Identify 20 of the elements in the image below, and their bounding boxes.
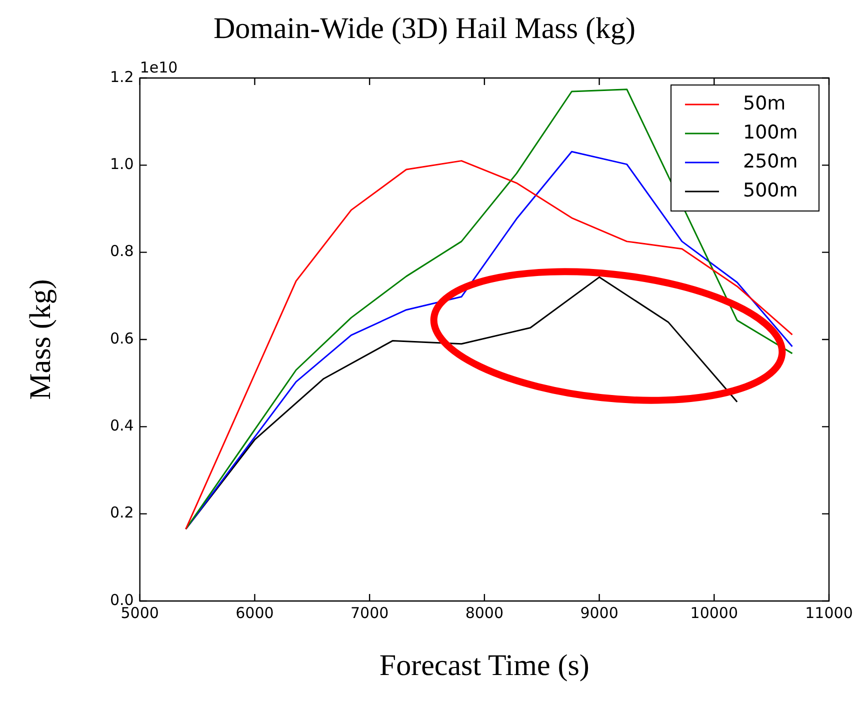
y-tick-label: 0.8	[110, 242, 134, 260]
y-tick-label: 1.2	[110, 68, 134, 86]
x-tick-label: 7000	[350, 604, 389, 622]
legend-label: 250m	[743, 150, 798, 172]
text: 1e10	[140, 58, 178, 76]
x-tick-label: 6000	[236, 604, 274, 622]
legend-label: 100m	[743, 121, 798, 144]
legend-label: 500m	[743, 179, 798, 202]
legend-label: 50m	[743, 92, 786, 114]
chart-title: Domain-Wide (3D) Hail Mass (kg)	[213, 12, 636, 45]
x-axis-title: Forecast Time (s)	[379, 648, 590, 682]
y-tick-label: 0.6	[110, 329, 134, 348]
y-tick-label: 0.2	[110, 504, 134, 522]
y-axis-title: Mass (kg)	[24, 279, 57, 400]
x-tick-label: 9000	[580, 604, 618, 622]
x-tick-label: 11000	[805, 604, 853, 622]
y-tick-label: 1.0	[110, 155, 134, 174]
x-tick-label: 8000	[465, 604, 504, 622]
y-tick-label: 0.4	[110, 416, 134, 435]
x-tick-label: 10000	[690, 604, 738, 622]
